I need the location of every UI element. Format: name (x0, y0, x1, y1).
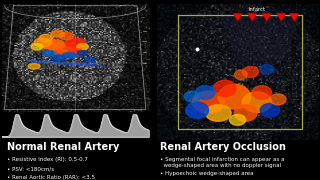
Text: • Renal Aortic Ratio (RAR): <3.5: • Renal Aortic Ratio (RAR): <3.5 (7, 175, 95, 180)
Ellipse shape (186, 102, 209, 118)
Ellipse shape (270, 94, 286, 105)
Ellipse shape (205, 105, 231, 121)
Ellipse shape (31, 44, 43, 50)
Ellipse shape (243, 67, 259, 77)
Text: Renal Artery Occlusion: Renal Artery Occlusion (160, 142, 286, 152)
Ellipse shape (68, 48, 83, 56)
Polygon shape (233, 13, 243, 21)
Ellipse shape (85, 58, 95, 62)
FancyBboxPatch shape (129, 0, 320, 170)
Polygon shape (276, 13, 286, 21)
Ellipse shape (28, 64, 40, 69)
Polygon shape (262, 13, 272, 21)
Polygon shape (289, 13, 299, 21)
Ellipse shape (260, 103, 280, 117)
Ellipse shape (51, 31, 64, 37)
Text: • PSV: <180cm/s: • PSV: <180cm/s (7, 166, 55, 171)
Ellipse shape (77, 44, 88, 50)
Text: • Resistive Index (RI): 0.5-0.7: • Resistive Index (RI): 0.5-0.7 (7, 157, 88, 162)
Ellipse shape (252, 86, 272, 99)
Ellipse shape (51, 55, 64, 60)
Ellipse shape (234, 70, 247, 80)
Ellipse shape (59, 32, 74, 40)
Ellipse shape (77, 51, 88, 56)
Ellipse shape (213, 80, 236, 97)
Ellipse shape (62, 53, 77, 58)
Ellipse shape (192, 91, 225, 113)
Polygon shape (221, 16, 299, 61)
Ellipse shape (229, 114, 246, 125)
Ellipse shape (234, 105, 257, 121)
Ellipse shape (43, 51, 55, 56)
Text: Infarct: Infarct (248, 7, 266, 12)
Ellipse shape (54, 49, 67, 55)
Ellipse shape (41, 40, 65, 50)
Text: • Hypoechoic wedge-shaped area: • Hypoechoic wedge-shaped area (160, 171, 254, 176)
Ellipse shape (260, 64, 274, 74)
Ellipse shape (47, 42, 80, 51)
Ellipse shape (34, 38, 52, 47)
Text: Normal Renal Artery: Normal Renal Artery (7, 142, 120, 152)
Ellipse shape (65, 38, 85, 47)
Ellipse shape (184, 91, 200, 102)
Ellipse shape (243, 92, 272, 112)
Ellipse shape (218, 84, 251, 109)
Ellipse shape (196, 86, 215, 99)
Text: • Segmental focal infarction can appear as a
  wedge-shaped area with no doppler: • Segmental focal infarction can appear … (160, 157, 284, 168)
Ellipse shape (39, 34, 52, 42)
Polygon shape (247, 13, 257, 21)
